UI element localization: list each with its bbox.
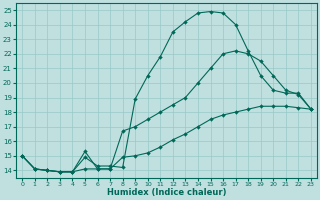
X-axis label: Humidex (Indice chaleur): Humidex (Indice chaleur) [107,188,226,197]
